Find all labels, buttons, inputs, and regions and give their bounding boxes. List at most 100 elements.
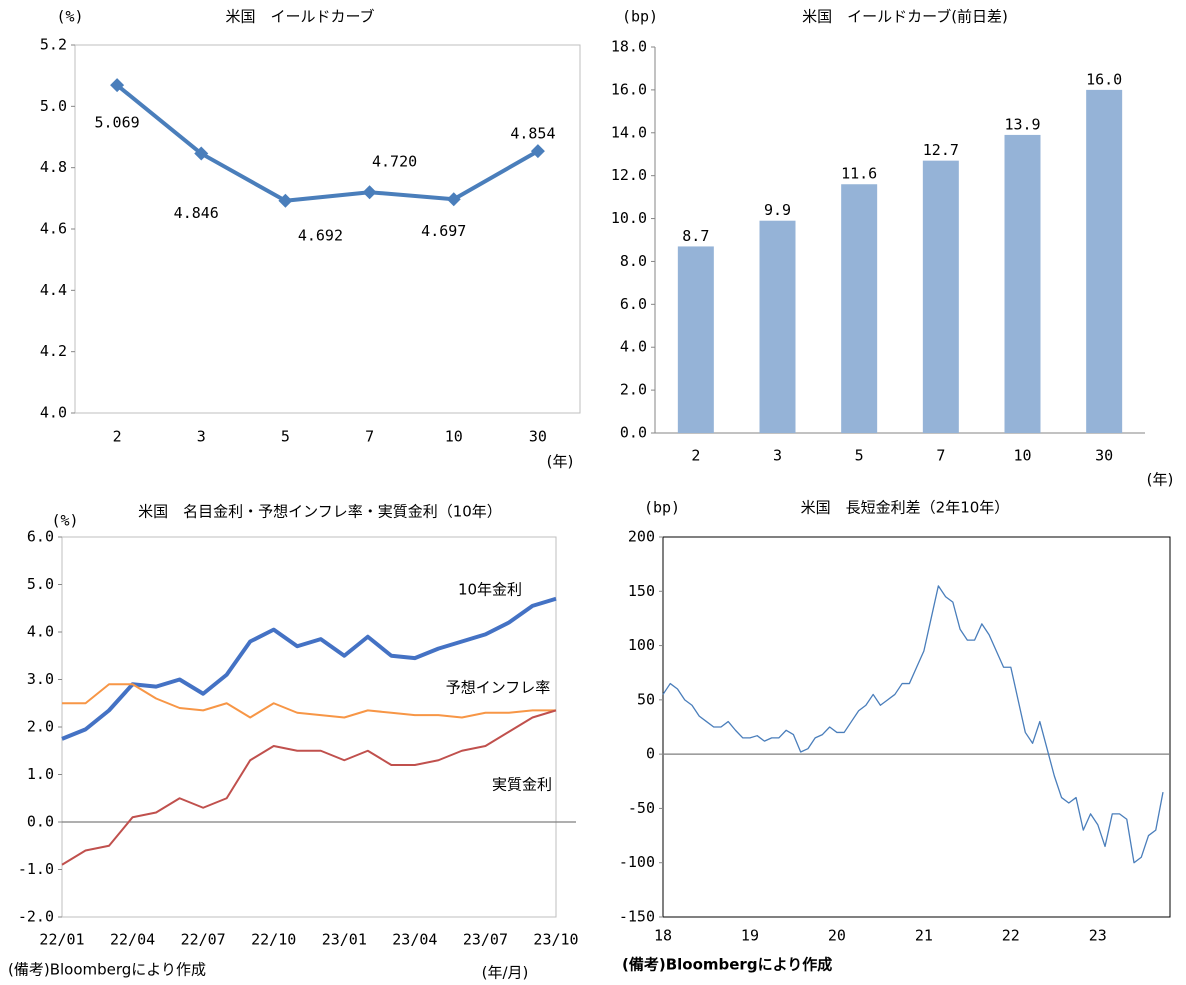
- x-tick-label: 23: [1089, 927, 1107, 945]
- marker: [530, 144, 545, 159]
- value-label: 4.854: [510, 125, 555, 143]
- x-tick-label: 22/10: [251, 931, 296, 949]
- y-tick-label: 10.0: [611, 209, 647, 227]
- bar: [1086, 89, 1123, 433]
- marker: [194, 146, 209, 161]
- y-tick-label: 12.0: [611, 166, 647, 184]
- x-tick-label: 22/07: [181, 931, 226, 949]
- y-unit: (bp): [622, 8, 658, 26]
- y-tick-label: 3.0: [27, 670, 54, 688]
- y-tick-label: -100: [619, 853, 655, 871]
- x-tick-label: 23/01: [322, 931, 367, 949]
- value-label: 5.069: [95, 114, 140, 132]
- x-tick-label: 30: [529, 428, 547, 446]
- x-tick-label: 30: [1095, 447, 1113, 465]
- y-tick-label: -150: [619, 908, 655, 926]
- note: (備考)Bloombergにより作成: [622, 956, 832, 974]
- value-label: 9.9: [764, 201, 791, 219]
- bar: [841, 184, 878, 433]
- x-tick-label: 19: [741, 927, 759, 945]
- y-tick-label: 0.0: [620, 424, 647, 442]
- bar: [1004, 134, 1041, 433]
- y-tick-label: 4.2: [40, 342, 67, 360]
- x-tick-label: 10: [1013, 447, 1031, 465]
- value-label: 4.697: [421, 222, 466, 240]
- value-label: 4.692: [298, 226, 343, 244]
- y-tick-label: 1.0: [27, 765, 54, 783]
- value-label: 16.0: [1086, 70, 1122, 88]
- x-unit: (年): [1147, 471, 1174, 489]
- chart-title: 米国 名目金利・予想インフレ率・実質金利（10年）: [138, 503, 502, 521]
- y-tick-label: 5.0: [27, 575, 54, 593]
- x-tick-label: 22: [1002, 927, 1020, 945]
- value-label: 12.7: [923, 141, 959, 159]
- y-tick-label: 4.0: [40, 404, 67, 422]
- y-tick-label: 5.2: [40, 36, 67, 54]
- y-tick-label: 0: [646, 745, 655, 763]
- chart-title: 米国 イールドカーブ: [225, 8, 374, 26]
- y-tick-label: -2.0: [18, 908, 54, 926]
- y-unit: (%): [56, 8, 83, 26]
- marker: [110, 78, 125, 93]
- x-tick-label: 22/04: [110, 931, 155, 949]
- y-unit: (%): [51, 512, 78, 530]
- chart-title: 米国 長短金利差（2年10年）: [801, 499, 1010, 517]
- y-unit: (bp): [644, 499, 680, 517]
- y-tick-label: -50: [628, 799, 655, 817]
- y-tick-label: 4.4: [40, 281, 67, 299]
- plot-frame: [662, 536, 1171, 918]
- y-tick-label: 4.6: [40, 220, 67, 238]
- line: [115, 83, 539, 203]
- x-tick-label: 3: [773, 447, 782, 465]
- y-tick-label: 2.0: [620, 381, 647, 399]
- y-tick-label: 4.0: [620, 338, 647, 356]
- y-tick-label: 150: [628, 582, 655, 600]
- y-tick-label: 0.0: [27, 813, 54, 831]
- bar: [922, 160, 959, 433]
- x-tick-label: 7: [936, 447, 945, 465]
- value-label: 8.7: [682, 227, 709, 245]
- x-tick-label: 3: [197, 428, 206, 446]
- bar: [677, 246, 714, 433]
- y-tick-label: 14.0: [611, 123, 647, 141]
- y-tick-label: -1.0: [18, 860, 54, 878]
- x-tick-label: 18: [654, 927, 672, 945]
- y-tick-label: 5.0: [40, 97, 67, 115]
- y-tick-label: 6.0: [27, 528, 54, 546]
- y-tick-label: 8.0: [620, 252, 647, 270]
- note: (備考)Bloombergにより作成: [8, 961, 206, 979]
- x-tick-label: 21: [915, 927, 933, 945]
- y-tick-label: 2.0: [27, 718, 54, 736]
- line: [61, 709, 557, 866]
- x-tick-label: 10: [445, 428, 463, 446]
- chart-title: 米国 イールドカーブ(前日差): [802, 8, 1008, 26]
- legend-label: 10年金利: [458, 581, 522, 599]
- y-tick-label: 6.0: [620, 295, 647, 313]
- legend-label: 予想インフレ率: [446, 679, 551, 697]
- value-label: 4.720: [372, 153, 417, 171]
- x-tick-label: 5: [855, 447, 864, 465]
- x-tick-label: 23/10: [533, 931, 578, 949]
- x-tick-label: 23/04: [392, 931, 437, 949]
- y-tick-label: 100: [628, 636, 655, 654]
- y-tick-label: 50: [637, 690, 655, 708]
- line: [62, 683, 556, 719]
- bar: [759, 220, 796, 433]
- x-tick-label: 22/01: [39, 931, 84, 949]
- legend-label: 実質金利: [492, 776, 552, 794]
- value-label: 13.9: [1004, 115, 1040, 133]
- line: [662, 585, 1164, 864]
- x-unit: (年): [547, 453, 574, 471]
- marker: [446, 192, 461, 207]
- x-tick-label: 2: [691, 447, 700, 465]
- y-tick-label: 4.8: [40, 158, 67, 176]
- x-tick-label: 2: [113, 428, 122, 446]
- y-tick-label: 4.0: [27, 623, 54, 641]
- x-tick-label: 23/07: [463, 931, 508, 949]
- line: [61, 596, 557, 741]
- y-tick-label: 16.0: [611, 80, 647, 98]
- y-tick-label: 200: [628, 528, 655, 546]
- x-tick-label: 20: [828, 927, 846, 945]
- x-tick-label: 7: [365, 428, 374, 446]
